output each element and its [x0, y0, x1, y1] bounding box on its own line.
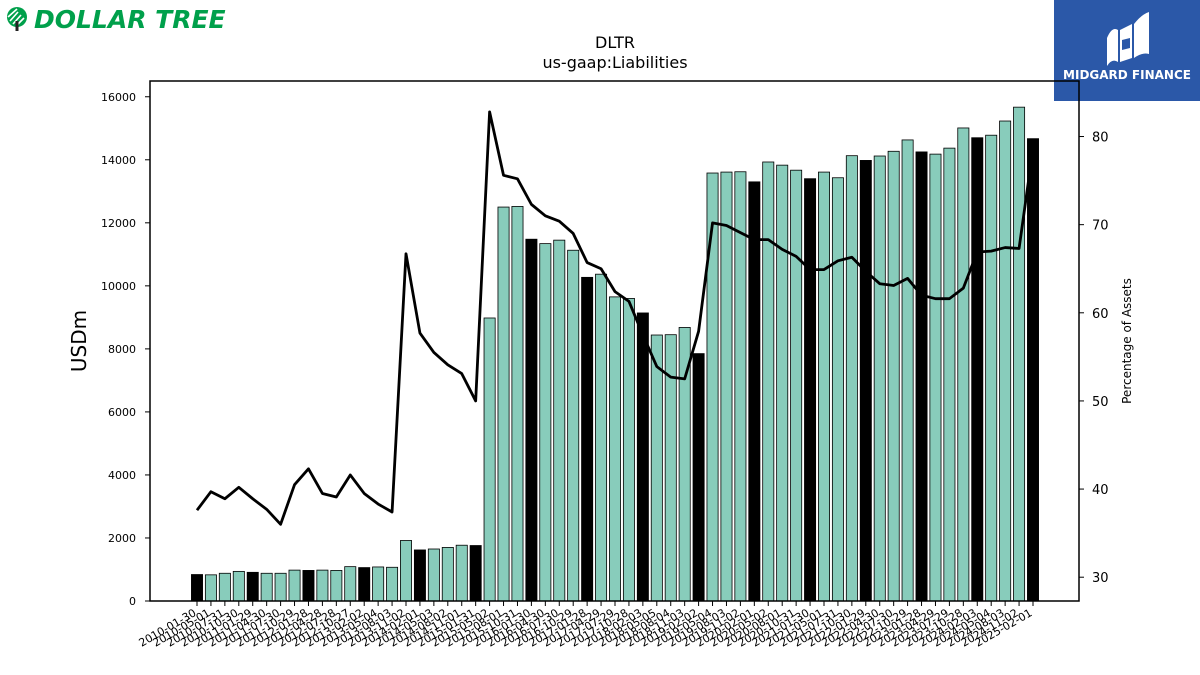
bar-2021-05-01: [818, 171, 830, 602]
bar-2010-01-30: [191, 574, 203, 602]
bar-2014-05-03: [427, 548, 440, 602]
y-tick-label: 2000: [108, 532, 136, 545]
y2-tick-label: 80: [1092, 131, 1109, 146]
tree-icon: [7, 7, 27, 31]
midgard-finance-logo: MIDGARD FINANCE: [1054, 0, 1200, 101]
bar-2021-01-30: [804, 178, 817, 602]
y2-axis-label: Percentage of Assets: [1120, 278, 1134, 404]
bar-2020-02-01: [748, 181, 761, 602]
bar-2013-05-04: [372, 566, 385, 602]
bar-2015-01-31: [469, 545, 482, 602]
y-axis-left: 0 2000 4000 6000 8000 10000 12000 14000 16000: [101, 91, 150, 608]
bar-2014-02-01: [413, 549, 426, 602]
bar-2022-10-29: [901, 139, 914, 602]
bar-2024-02-03: [971, 137, 984, 602]
y-axis-label: USDm: [67, 310, 91, 372]
bar-2021-07-31: [831, 177, 844, 602]
bar-2019-02-02: [692, 353, 705, 602]
bar-2020-08-01: [776, 164, 789, 602]
bar-2016-04-30: [539, 243, 552, 602]
y-axis-right: 30 40 50 60 70 80: [1079, 131, 1109, 586]
bar-2017-01-28: [581, 276, 594, 602]
y-tick-label: 12000: [101, 217, 136, 230]
percentage-line: [195, 110, 1035, 526]
bar-series: [191, 106, 1039, 602]
bar-2012-10-27: [344, 566, 357, 602]
bar-2015-10-31: [511, 206, 524, 602]
y2-tick-label: 40: [1092, 483, 1109, 498]
midgard-emblem-icon: [1107, 12, 1149, 66]
bar-2017-07-29: [609, 296, 621, 602]
bar-2025-02-01: [1027, 138, 1039, 602]
bar-2017-04-29: [595, 273, 608, 602]
y-tick-label: 16000: [101, 91, 136, 104]
bar-2016-10-29: [567, 249, 580, 602]
bar-2011-07-30: [274, 572, 287, 602]
y-tick-label: 6000: [108, 406, 136, 419]
midgard-finance-logo-text: MIDGARD FINANCE: [1063, 68, 1191, 82]
y-tick-label: 0: [129, 595, 136, 608]
bar-2019-05-04: [706, 172, 719, 602]
y2-tick-label: 50: [1092, 395, 1109, 410]
chart-title: DLTR: [595, 33, 635, 52]
bar-2018-02-03: [636, 312, 649, 602]
y-tick-label: 8000: [108, 343, 136, 356]
bar-2017-10-28: [622, 298, 635, 602]
bar-2011-01-29: [246, 571, 259, 602]
bar-2019-08-03: [720, 171, 733, 602]
bar-2023-07-29: [943, 147, 956, 602]
y2-tick-label: 60: [1092, 307, 1109, 322]
dollar-tree-logo: DOLLAR TREE: [4, 4, 226, 34]
bar-2022-07-30: [887, 150, 900, 602]
bar-2022-04-30: [873, 155, 886, 602]
bar-2010-05-01: [204, 574, 217, 602]
bar-2021-10-30: [845, 155, 858, 602]
bar-2012-07-28: [330, 570, 343, 602]
bar-2024-11-02: [1013, 106, 1026, 602]
bar-2024-08-03: [999, 120, 1012, 602]
bar-2023-10-28: [957, 127, 970, 602]
bar-2011-04-30: [260, 572, 273, 602]
y2-tick-label: 30: [1092, 571, 1109, 586]
bar-2014-11-01: [455, 544, 468, 602]
bar-2011-10-29: [288, 569, 301, 602]
y-tick-label: 4000: [108, 469, 136, 482]
bar-2020-10-31: [790, 169, 803, 602]
bar-2020-05-02: [762, 161, 775, 602]
bar-2010-07-31: [218, 572, 231, 602]
bar-2022-01-29: [859, 160, 872, 602]
dollar-tree-logo-text: DOLLAR TREE: [34, 4, 226, 34]
bar-2013-08-03: [386, 566, 399, 602]
bar-2016-07-30: [553, 239, 566, 602]
bar-2013-02-02: [358, 567, 371, 602]
x-axis: 2010-01-302010-05-012010-07-312010-10-30…: [137, 601, 1035, 650]
bar-2019-11-02: [734, 171, 747, 602]
y-tick-label: 14000: [101, 154, 136, 167]
bar-2024-05-04: [985, 134, 998, 602]
bar-2015-05-02: [483, 317, 496, 602]
y2-tick-label: 70: [1092, 219, 1109, 234]
bar-2010-10-30: [232, 570, 245, 602]
chart-subtitle: us-gaap:Liabilities: [542, 53, 687, 72]
bar-2016-01-30: [525, 238, 538, 602]
bar-2018-05-05: [650, 334, 663, 602]
percentage-line-series: [195, 110, 1035, 526]
bar-2014-08-02: [441, 547, 454, 602]
y-tick-label: 10000: [101, 280, 136, 293]
bar-2023-04-29: [929, 153, 942, 602]
bar-2012-04-28: [316, 569, 329, 602]
bar-2013-11-02: [400, 540, 412, 602]
bar-2012-01-28: [302, 570, 315, 602]
bar-2015-08-01: [497, 206, 510, 602]
bar-2023-01-28: [915, 151, 928, 602]
